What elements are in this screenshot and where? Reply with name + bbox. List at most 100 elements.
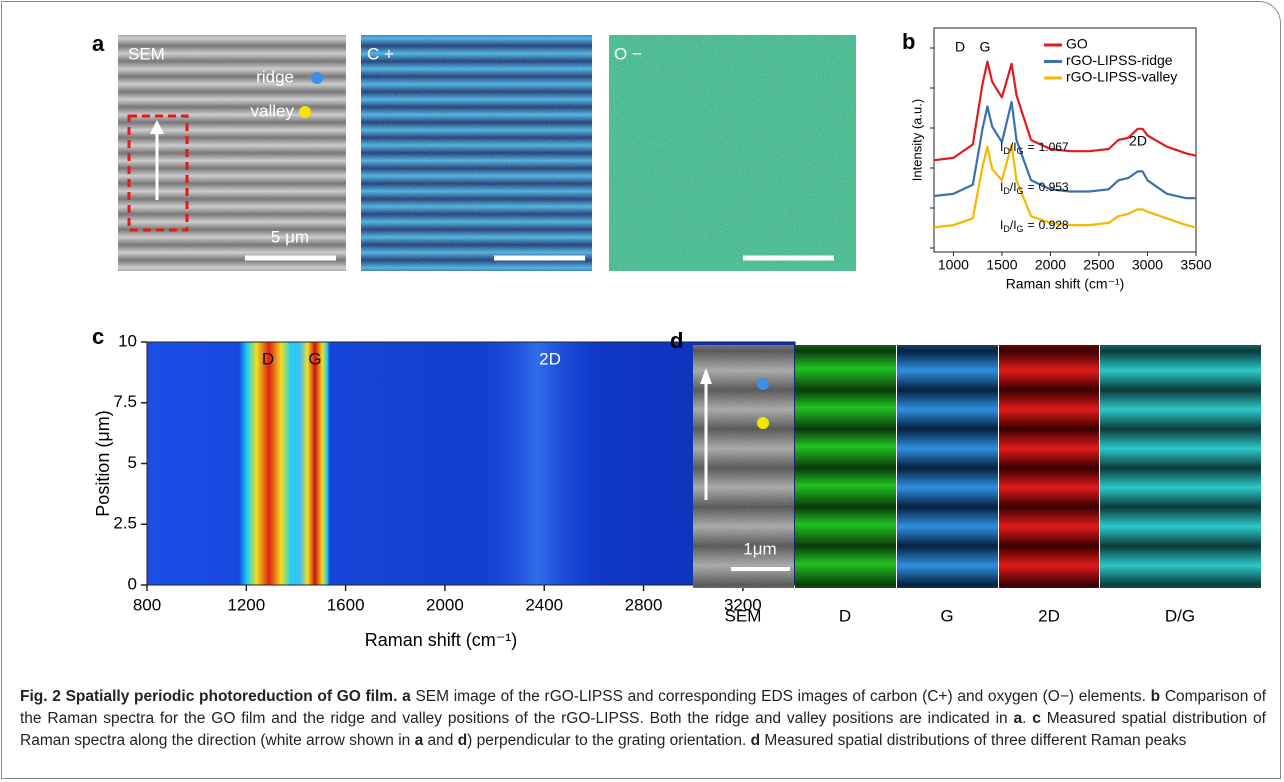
caption-text: d — [750, 732, 761, 749]
ratio-part: D — [1003, 146, 1010, 156]
image-label: C + — [367, 44, 394, 63]
x-tick-label: 2400 — [525, 595, 563, 614]
caption-title: Fig. 2 Spatially periodic photoreduction… — [20, 688, 398, 705]
ratio-part: = — [1028, 180, 1035, 194]
d-map — [795, 345, 896, 588]
caption-text: Measured spatial distributions of three … — [760, 732, 1187, 749]
heatmap-plot: D G 2D 800 1200 1600 2000 2400 2800 3200 0 2.5 5 7… — [93, 331, 796, 650]
ratio-part: I — [1013, 140, 1016, 154]
legend-label: GO — [1066, 36, 1088, 52]
arrow-head — [700, 368, 712, 384]
caption-text: Measured spatial distribution of Raman s… — [20, 710, 1266, 749]
image-grain — [693, 345, 794, 588]
x-tick-label: 2800 — [625, 595, 663, 614]
g-map — [897, 345, 998, 588]
y-axis-label: Intensity (a.u.) — [909, 99, 924, 181]
image-grain — [118, 35, 346, 271]
valley-marker — [757, 417, 769, 429]
spectrum-line — [933, 143, 1197, 229]
column-label: D — [839, 606, 851, 625]
x-tick-label: 2000 — [426, 595, 464, 614]
ratio-part: I — [1013, 180, 1016, 194]
x-tick-label: 3000 — [1132, 257, 1163, 273]
ratio-map — [1100, 345, 1261, 588]
x-tick-label: 3200 — [724, 595, 762, 614]
legend-label: rGO-LIPSS-ridge — [1066, 52, 1173, 68]
2d-map — [999, 345, 1099, 588]
ratio-part: I — [1000, 218, 1003, 232]
x-axis-label: Raman shift (cm⁻¹) — [365, 630, 518, 650]
panel-label: b — [902, 29, 915, 54]
x-tick-label: 1600 — [327, 595, 365, 614]
spectrum-line — [933, 100, 1196, 200]
ratio-value: 0.928 — [1039, 218, 1069, 232]
caption-text: . — [1022, 710, 1033, 727]
plot-frame — [933, 27, 1197, 253]
ratio-part: G — [1017, 186, 1024, 196]
ratio-part: / — [1010, 140, 1014, 154]
ratio-part: G — [1017, 224, 1024, 234]
y-tick-label: 0 — [128, 574, 137, 593]
ratio-part: D — [1003, 224, 1010, 234]
x-tick-label: 1500 — [986, 257, 1017, 273]
x-tick-label: 800 — [133, 595, 161, 614]
heatmap-band — [238, 342, 300, 585]
ratio-value: 0.953 — [1039, 180, 1069, 194]
column-label: 2D — [1038, 606, 1060, 625]
caption-text: d — [457, 732, 468, 749]
column-labels: SEM D G 2D D/G — [725, 606, 1196, 625]
ratio-part: I — [1000, 180, 1003, 194]
peak-label: G — [980, 39, 991, 55]
x-tick-label: 2000 — [1035, 257, 1066, 273]
caption-text: ) perpendicular to the grating orientati… — [467, 732, 751, 749]
ratio-value: 1.067 — [1039, 140, 1069, 154]
column-label: D/G — [1165, 606, 1195, 625]
x-tick-label: 3500 — [1180, 257, 1211, 273]
y-tick-label: 5 — [128, 453, 137, 472]
peak-label: D — [262, 349, 274, 368]
ratio-part: G — [1017, 146, 1024, 156]
ratio-part: / — [1010, 218, 1014, 232]
caption-text: Comparison of the Raman spectra for the … — [20, 688, 1267, 727]
peak-label: G — [308, 349, 321, 368]
peak-label: D — [955, 39, 965, 55]
column-label: SEM — [725, 606, 762, 625]
ratio-annotation: ID/IG = 0.953 — [1000, 180, 1069, 196]
ridge-marker — [311, 72, 323, 84]
ratio-part: D — [1003, 186, 1010, 196]
peak-label: 2D — [539, 349, 561, 368]
image-label: O − — [614, 44, 642, 63]
region-box — [127, 114, 189, 232]
ratio-annotation: ID/IG = 1.067 — [1000, 140, 1069, 156]
ratio-part: = — [1028, 140, 1035, 154]
heatmap-band — [470, 342, 605, 585]
marker-label: valley — [251, 101, 295, 120]
legend-label: rGO-LIPSS-valley — [1066, 69, 1177, 85]
scale-bar-label: 5 μm — [271, 227, 309, 246]
ratio-part: / — [1010, 180, 1014, 194]
panel-label: c — [92, 324, 104, 349]
scale-bar-label: 1μm — [743, 539, 776, 558]
y-axis-label: Position (μm) — [93, 410, 113, 516]
y-tick-label: 2.5 — [113, 514, 137, 533]
x-tick-label: 2500 — [1083, 257, 1114, 273]
figure: a SEM C + O − ridge valley 5 μm b 1000 15… — [92, 27, 1261, 650]
column-label: G — [940, 606, 953, 625]
ridge-marker — [757, 378, 769, 390]
heatmap-band — [300, 342, 330, 585]
caption-text: c — [1032, 710, 1041, 727]
arrow-head — [150, 120, 164, 134]
panel-label: a — [92, 31, 105, 56]
caption-text: a — [1013, 710, 1023, 727]
caption-text: a — [402, 688, 411, 705]
x-tick-label: 1000 — [938, 257, 969, 273]
caption: Fig. 2 Spatially periodic photoreduction… — [20, 686, 1266, 752]
ratio-part: = — [1028, 218, 1035, 232]
peak-label: 2D — [1129, 133, 1147, 149]
x-axis-label: Raman shift (cm⁻¹) — [1006, 276, 1125, 292]
ratio-part: I — [1013, 218, 1016, 232]
caption-text: and — [423, 732, 458, 749]
panel-label: d — [670, 328, 683, 353]
spectrum-line — [933, 60, 1197, 162]
